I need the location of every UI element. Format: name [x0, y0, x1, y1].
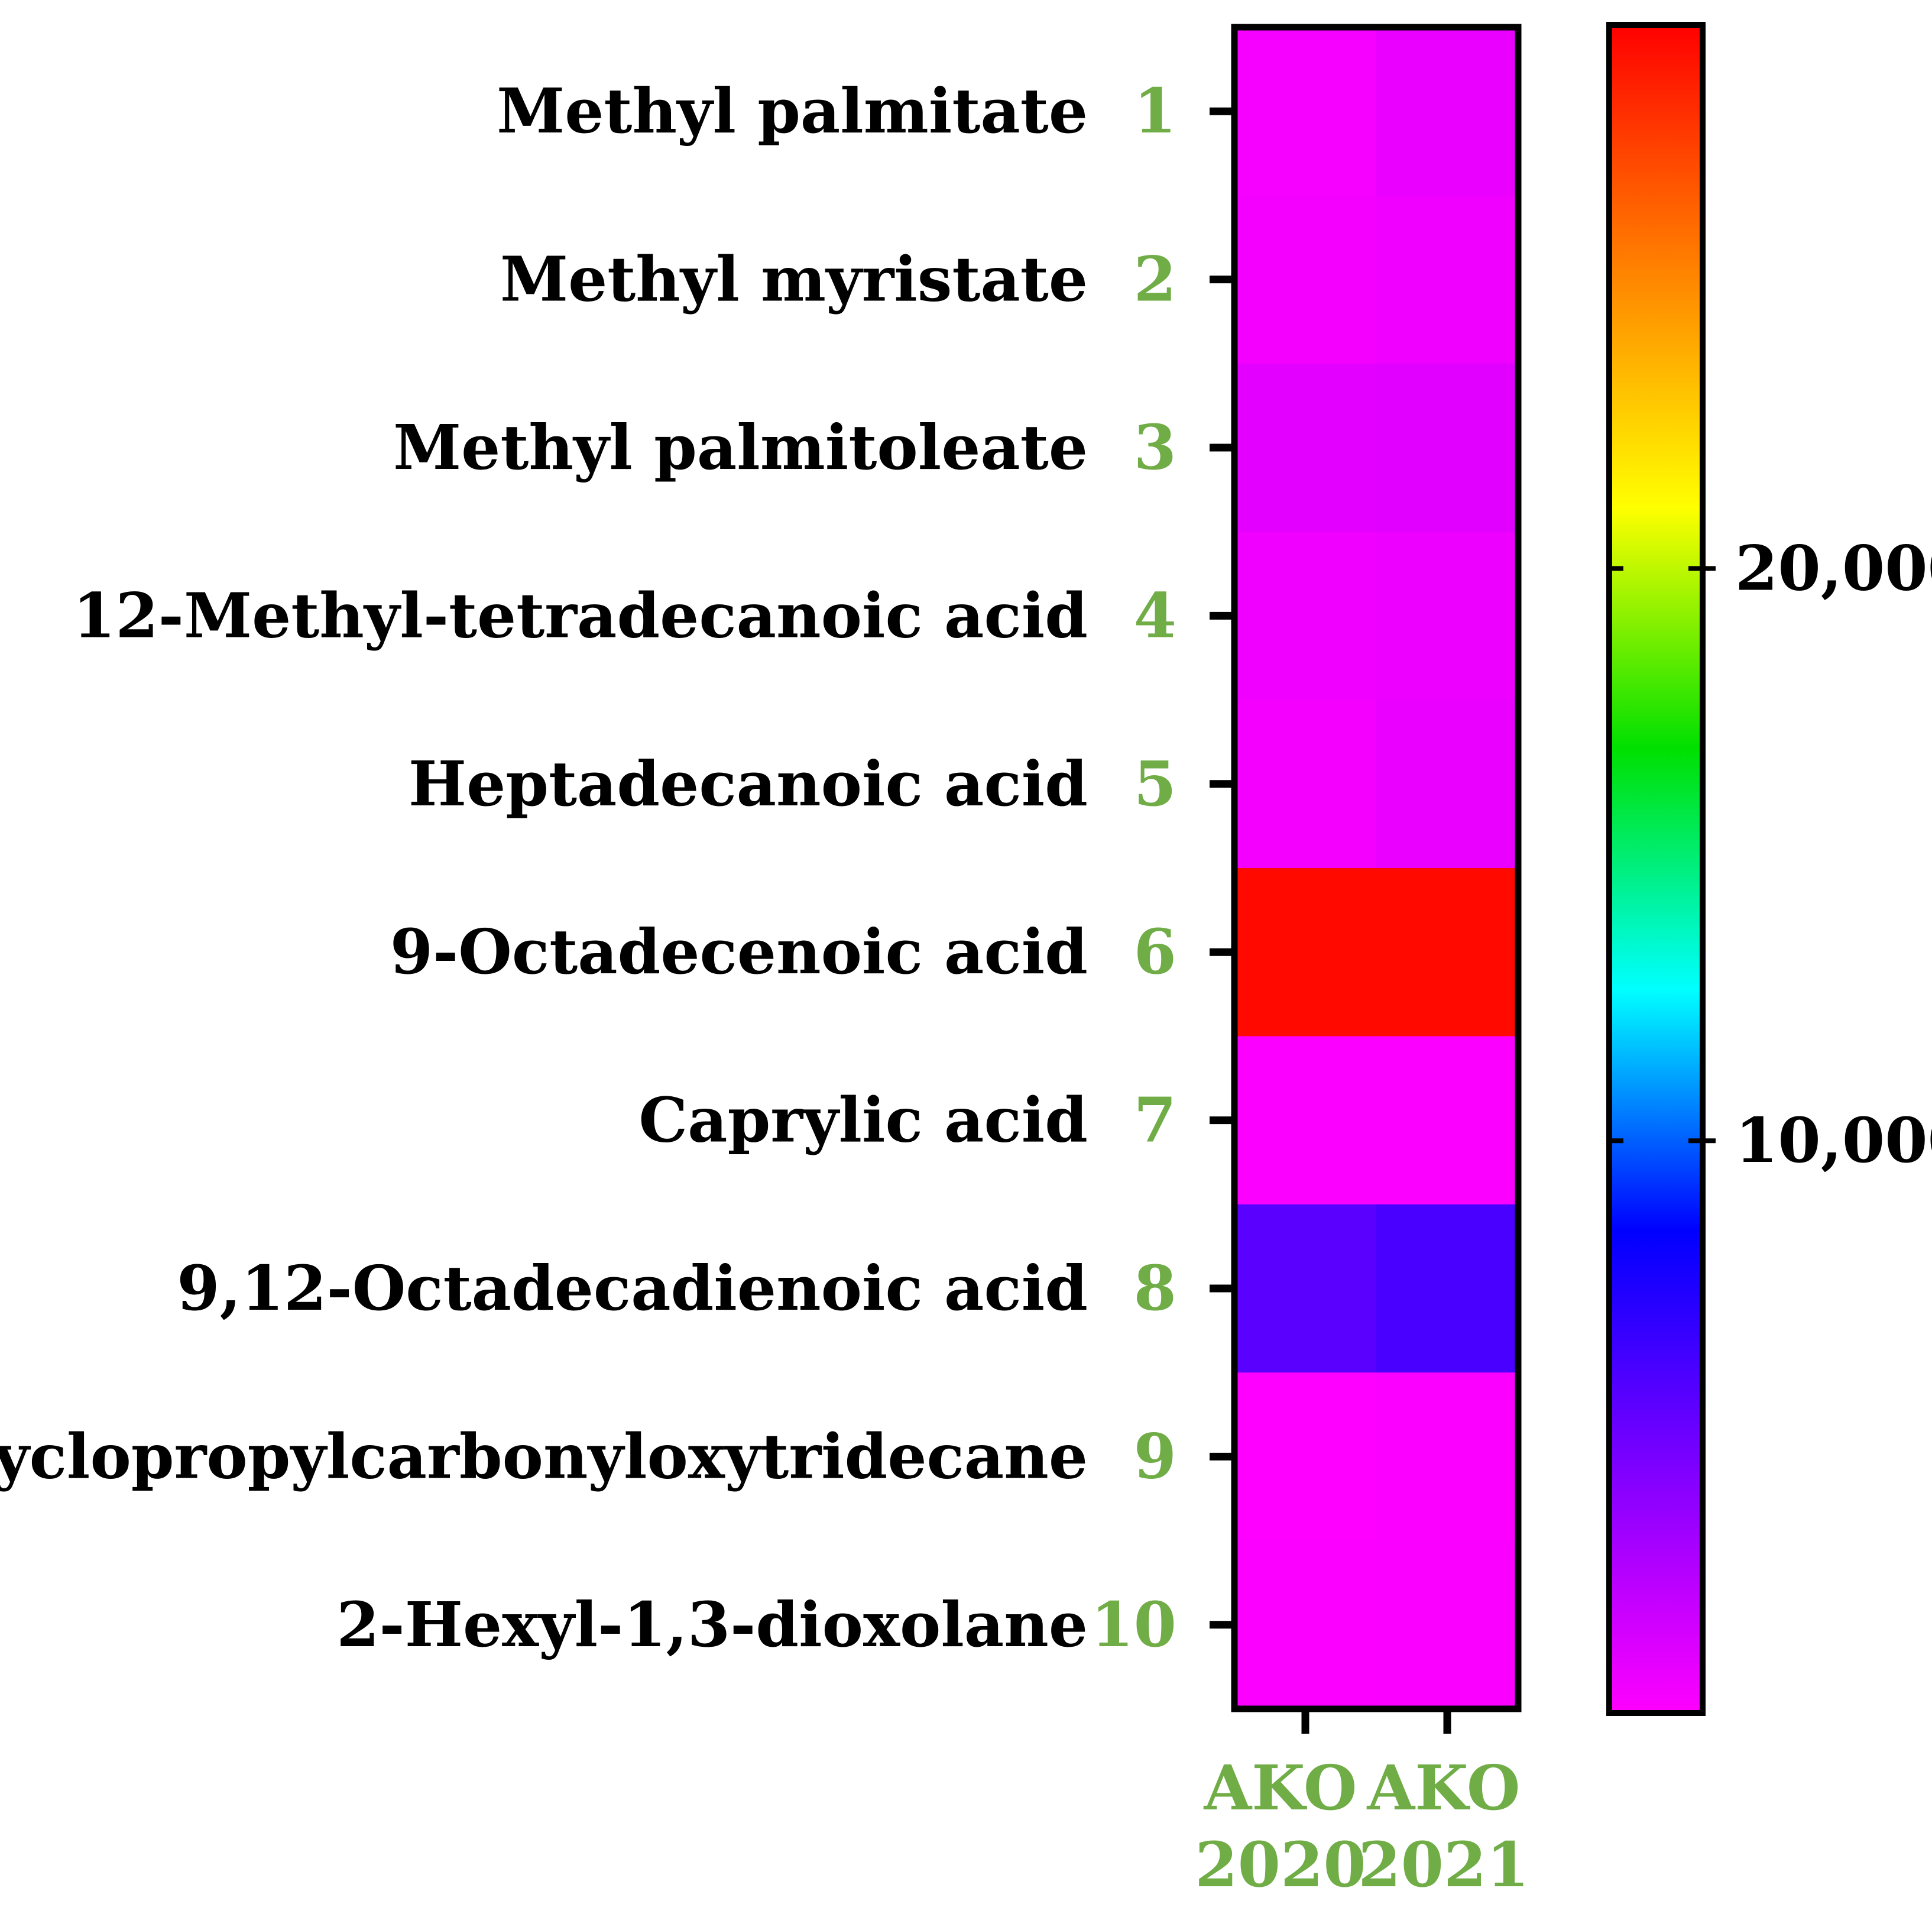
column-label: AKO 2021 [1358, 1751, 1529, 1901]
heatmap-cell-r4-c2 [1376, 532, 1519, 701]
heatmap-cell-r5-c1 [1234, 700, 1377, 869]
colorbar-tick-label: 20,000 [1735, 532, 1932, 604]
row-label: Methyl myristate [500, 243, 1088, 316]
row-number: 1 [1134, 75, 1176, 147]
heatmap-cells [1234, 27, 1519, 1709]
heatmap-cell-r5-c2 [1376, 700, 1519, 869]
row-number: 6 [1134, 915, 1176, 988]
heatmap-cell-r9-c1 [1234, 1372, 1377, 1542]
heatmap-cell-r3-c1 [1234, 363, 1377, 532]
row-label: 2-Hexyl-1,3-dioxolane [336, 1588, 1088, 1661]
heatmap-cell-r2-c1 [1234, 195, 1377, 364]
row-label: Methyl palmitate [497, 75, 1088, 147]
row-number: 5 [1134, 747, 1176, 820]
row-label: Methyl palmitoleate [393, 411, 1088, 484]
heatmap-frame [1231, 24, 1522, 1712]
colorbar-border [1606, 22, 1706, 1716]
colorbar-gradient [1609, 25, 1703, 1713]
row-number: 3 [1134, 411, 1176, 484]
row-number: 10 [1091, 1588, 1176, 1661]
heatmap-cell-r3-c2 [1376, 363, 1519, 532]
row-number: 2 [1134, 243, 1176, 316]
row-label: 9,12-Octadecadienoic acid [177, 1252, 1088, 1325]
heatmap-border [1231, 24, 1522, 1712]
heatmap-cell-r4-c1 [1234, 532, 1377, 701]
row-number: 9 [1134, 1420, 1176, 1492]
heatmap-cell-r1-c2 [1376, 27, 1519, 196]
heatmap-cell-r6-c2 [1376, 868, 1519, 1037]
heatmap-cell-r1-c1 [1234, 27, 1377, 196]
row-label: Heptadecanoic acid [409, 747, 1088, 820]
row-label: 12-Methyl-tetradecanoic acid [73, 579, 1088, 652]
row-labels: 1 Methyl palmitate 2 Methyl myristate 3 Methy… [0, 75, 1234, 1661]
heatmap-cell-r9-c2 [1376, 1372, 1519, 1542]
column-label: AKO 2020 [1195, 1751, 1366, 1901]
heatmap-cell-r6-c1 [1234, 868, 1377, 1037]
colorbar-tick-label: 10,000 [1735, 1104, 1932, 1177]
colorbar: 10,000 20,000 [1606, 22, 1932, 1716]
row-label: 9-Octadecenoic acid [390, 915, 1088, 988]
heatmap-cell-r7-c1 [1234, 1036, 1377, 1205]
row-number: 7 [1134, 1084, 1176, 1157]
heatmap-cell-r10-c2 [1376, 1540, 1519, 1709]
heatmap-cell-r8-c1 [1234, 1204, 1377, 1373]
heatmap-cell-r8-c2 [1376, 1204, 1519, 1373]
row-label: Caprylic acid [638, 1084, 1088, 1157]
row-number: 8 [1134, 1252, 1176, 1325]
row-label: 4-Cyclopropylcarbonyloxytridecane [0, 1420, 1088, 1492]
row-number: 4 [1134, 579, 1176, 652]
heatmap-cell-r2-c2 [1376, 195, 1519, 364]
heatmap-cell-r10-c1 [1234, 1540, 1377, 1709]
heatmap-cell-r7-c2 [1376, 1036, 1519, 1205]
